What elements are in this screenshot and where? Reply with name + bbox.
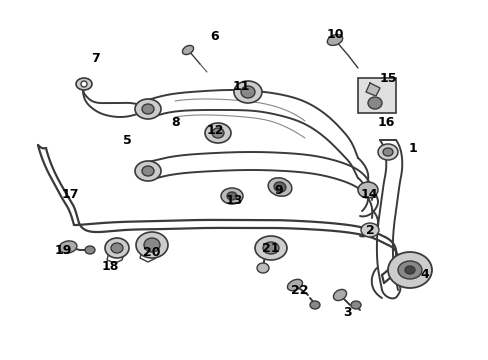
Ellipse shape — [404, 266, 414, 274]
Text: 10: 10 — [325, 27, 343, 40]
Text: 15: 15 — [379, 72, 396, 85]
Ellipse shape — [76, 78, 92, 90]
Ellipse shape — [135, 161, 161, 181]
FancyBboxPatch shape — [357, 78, 395, 113]
Text: 12: 12 — [206, 125, 224, 138]
Text: 22: 22 — [291, 284, 308, 297]
Text: 6: 6 — [210, 30, 219, 42]
Ellipse shape — [136, 232, 168, 258]
Ellipse shape — [254, 236, 286, 260]
Ellipse shape — [85, 246, 95, 254]
Ellipse shape — [59, 241, 77, 253]
Text: 11: 11 — [232, 81, 249, 94]
Text: 13: 13 — [225, 194, 242, 207]
Ellipse shape — [357, 182, 377, 198]
Ellipse shape — [226, 192, 237, 200]
Ellipse shape — [182, 45, 193, 55]
Ellipse shape — [81, 81, 87, 87]
Text: 20: 20 — [143, 246, 161, 258]
Ellipse shape — [142, 166, 154, 176]
Text: 17: 17 — [61, 188, 79, 201]
Ellipse shape — [241, 86, 254, 98]
Text: 19: 19 — [54, 244, 72, 257]
Text: 1: 1 — [408, 143, 417, 156]
Ellipse shape — [267, 178, 291, 196]
Ellipse shape — [263, 242, 279, 254]
Ellipse shape — [273, 182, 285, 192]
Ellipse shape — [287, 279, 302, 291]
Ellipse shape — [377, 144, 397, 160]
Text: 16: 16 — [377, 116, 394, 129]
Text: 9: 9 — [274, 184, 283, 198]
Ellipse shape — [360, 223, 378, 237]
Text: 3: 3 — [343, 306, 351, 319]
Ellipse shape — [382, 148, 392, 156]
Ellipse shape — [204, 123, 230, 143]
Ellipse shape — [142, 104, 154, 114]
Ellipse shape — [143, 238, 160, 252]
Ellipse shape — [367, 97, 381, 109]
Ellipse shape — [212, 128, 224, 138]
Text: 4: 4 — [420, 267, 428, 280]
Polygon shape — [365, 83, 379, 96]
Text: 18: 18 — [101, 260, 119, 273]
Ellipse shape — [221, 188, 243, 204]
Ellipse shape — [387, 252, 431, 288]
Ellipse shape — [234, 81, 262, 103]
Ellipse shape — [135, 99, 161, 119]
Ellipse shape — [105, 238, 129, 258]
Ellipse shape — [326, 35, 342, 45]
Text: 14: 14 — [360, 188, 377, 201]
Text: 8: 8 — [171, 116, 180, 129]
Ellipse shape — [257, 263, 268, 273]
Ellipse shape — [350, 301, 360, 309]
Ellipse shape — [309, 301, 319, 309]
Ellipse shape — [111, 243, 123, 253]
Ellipse shape — [397, 261, 421, 279]
Text: 7: 7 — [90, 51, 99, 64]
Ellipse shape — [333, 289, 346, 301]
Text: 21: 21 — [262, 243, 279, 256]
Text: 2: 2 — [365, 224, 374, 237]
Text: 5: 5 — [122, 134, 131, 147]
